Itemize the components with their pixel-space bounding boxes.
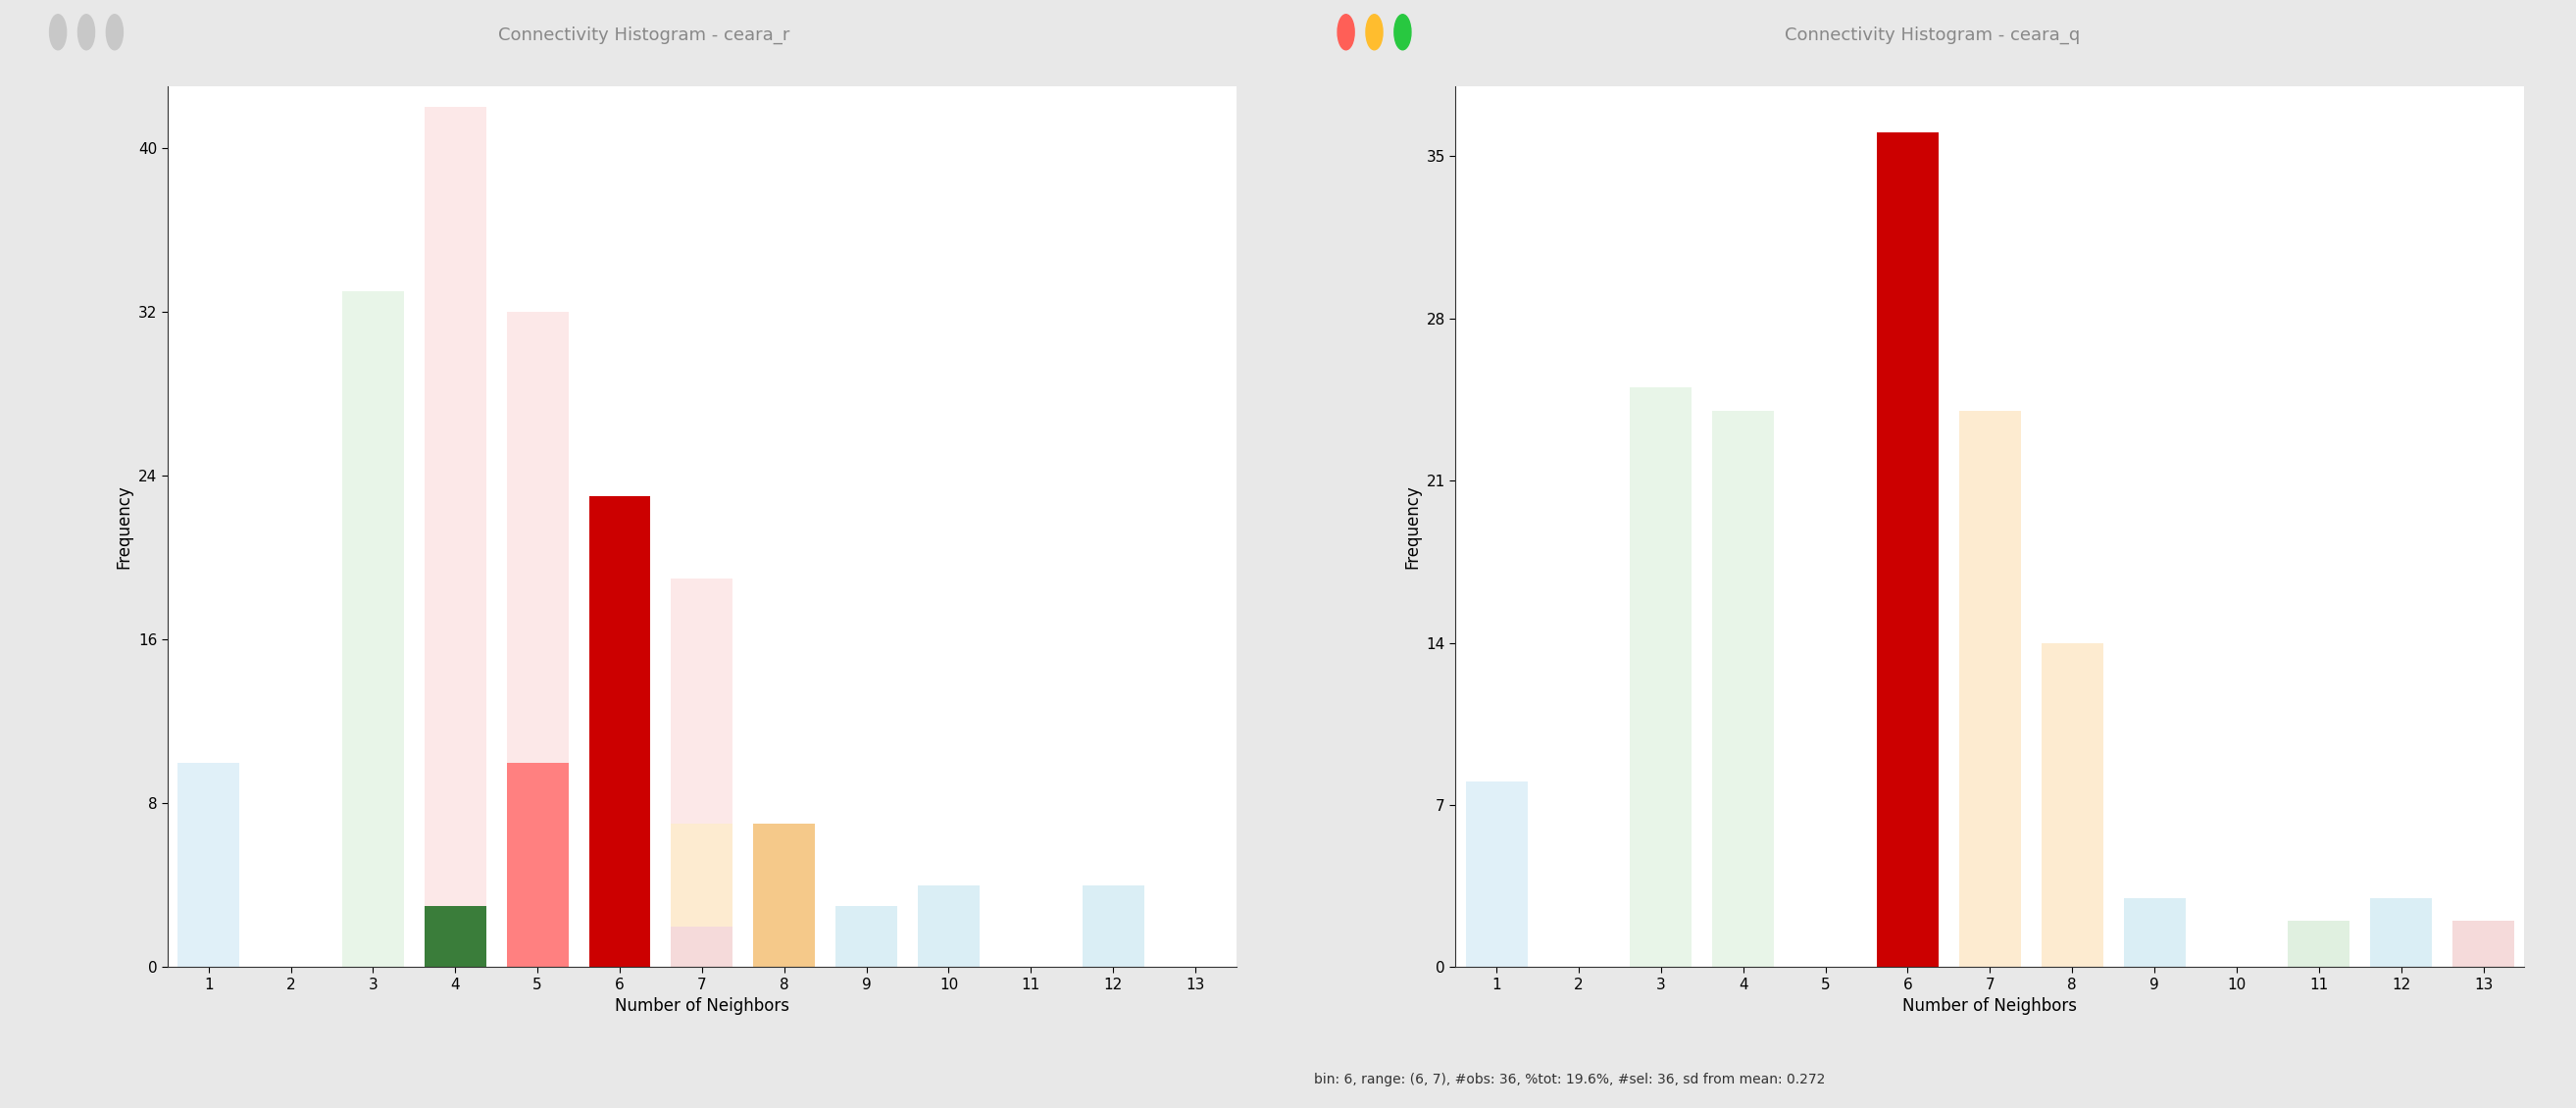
Ellipse shape xyxy=(1394,14,1412,50)
Bar xyxy=(343,291,404,967)
Y-axis label: Frequency: Frequency xyxy=(116,485,134,568)
Bar xyxy=(425,906,487,967)
Bar xyxy=(343,455,404,967)
Bar xyxy=(1713,411,1775,967)
Bar xyxy=(672,824,732,967)
Bar xyxy=(1960,411,2020,967)
Text: bin: 6, range: (6, 7), #obs: 36, %tot: 19.6%, #sel: 36, sd from mean: 0.272: bin: 6, range: (6, 7), #obs: 36, %tot: 1… xyxy=(1314,1073,1824,1086)
Bar xyxy=(1631,388,1692,967)
Bar xyxy=(2452,921,2514,967)
Bar xyxy=(178,762,240,967)
Bar xyxy=(590,496,652,967)
Text: Connectivity Histogram - ceara_r: Connectivity Histogram - ceara_r xyxy=(497,27,791,44)
Bar xyxy=(2123,897,2184,967)
Bar xyxy=(507,762,569,967)
Ellipse shape xyxy=(77,14,95,50)
Bar xyxy=(672,926,732,967)
Ellipse shape xyxy=(49,14,67,50)
Bar xyxy=(2040,643,2102,967)
Bar xyxy=(672,578,732,967)
Bar xyxy=(835,906,896,967)
Ellipse shape xyxy=(106,14,124,50)
Bar xyxy=(590,496,652,967)
X-axis label: Number of Neighbors: Number of Neighbors xyxy=(616,997,788,1015)
Ellipse shape xyxy=(1337,14,1355,50)
Bar xyxy=(1878,133,1940,967)
Bar xyxy=(1466,782,1528,967)
Bar xyxy=(917,885,979,967)
Y-axis label: Frequency: Frequency xyxy=(1404,485,1422,568)
X-axis label: Number of Neighbors: Number of Neighbors xyxy=(1904,997,2076,1015)
Bar xyxy=(425,106,487,967)
Bar xyxy=(752,824,814,967)
Bar xyxy=(507,311,569,967)
Bar xyxy=(1082,885,1144,967)
Bar xyxy=(2287,921,2349,967)
Ellipse shape xyxy=(1365,14,1383,50)
Bar xyxy=(2370,897,2432,967)
Bar xyxy=(1878,133,1940,967)
Text: Connectivity Histogram - ceara_q: Connectivity Histogram - ceara_q xyxy=(1785,27,2079,44)
